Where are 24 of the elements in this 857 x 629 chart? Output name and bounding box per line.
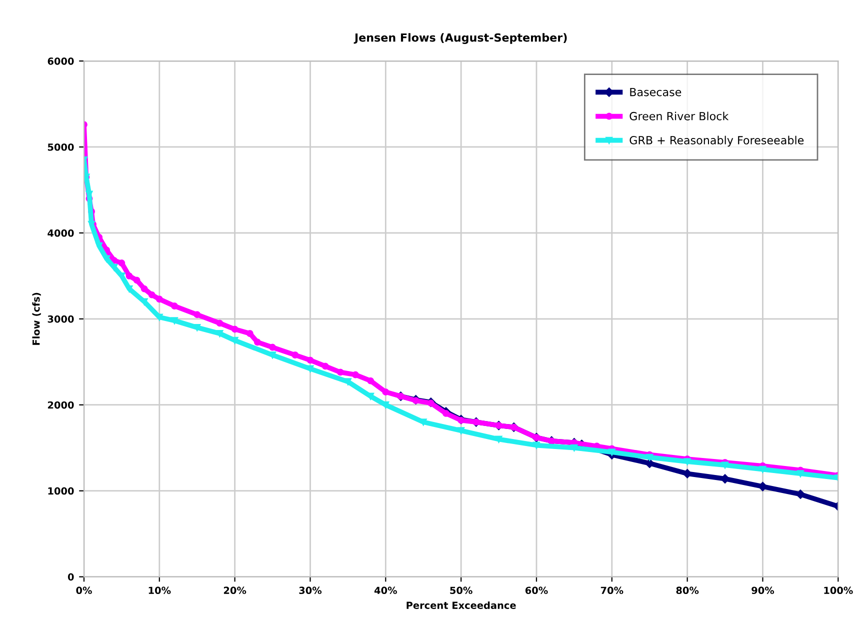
- legend-label: Basecase: [630, 88, 682, 96]
- x-tick-label: 10%: [148, 586, 171, 594]
- y-tick-label: 5000: [48, 143, 74, 151]
- x-tick-label: 20%: [224, 586, 246, 594]
- legend-label: Green River Block: [630, 112, 729, 120]
- x-tick-label: 70%: [600, 586, 624, 594]
- x-tick-label: 30%: [299, 586, 322, 594]
- x-tick-label: 50%: [450, 586, 472, 594]
- x-tick-label: 40%: [374, 586, 397, 594]
- x-tick-label: 60%: [525, 586, 548, 594]
- y-tick-label: 6000: [48, 57, 74, 65]
- x-axis-title: Percent Exceedance: [406, 601, 516, 610]
- x-tick-label: 100%: [824, 586, 853, 594]
- y-tick-label: 4000: [48, 229, 74, 237]
- y-tick-label: 0: [68, 573, 74, 581]
- chart-title: Jensen Flows (August-September): [354, 33, 567, 44]
- y-axis-title: Flow (cfs): [32, 292, 41, 345]
- y-tick-label: 1000: [48, 487, 74, 495]
- y-tick-label: 2000: [48, 401, 74, 409]
- legend-label: GRB + Reasonably Foreseeable: [630, 136, 804, 147]
- x-tick-label: 0%: [76, 586, 92, 594]
- x-tick-label: 90%: [752, 586, 774, 594]
- x-tick-label: 80%: [676, 586, 699, 594]
- y-tick-label: 3000: [48, 315, 74, 323]
